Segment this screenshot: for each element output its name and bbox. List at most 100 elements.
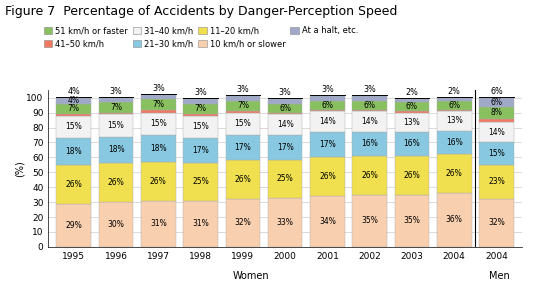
Bar — [183, 99, 218, 104]
Bar — [225, 199, 260, 247]
Bar — [225, 101, 260, 111]
Bar — [141, 162, 175, 200]
Text: 16%: 16% — [446, 138, 463, 147]
Text: 14%: 14% — [362, 117, 378, 126]
Text: 26%: 26% — [404, 171, 420, 180]
Text: Figure 7  Percentage of Accidents by Danger-Perception Speed: Figure 7 Percentage of Accidents by Dang… — [5, 5, 398, 17]
Bar — [437, 98, 471, 101]
Text: Men: Men — [489, 271, 509, 281]
Bar — [268, 135, 302, 160]
Bar — [225, 111, 260, 113]
Text: 14%: 14% — [319, 117, 336, 126]
Text: 6%: 6% — [448, 101, 460, 110]
Bar — [310, 110, 345, 111]
Text: 34%: 34% — [319, 217, 336, 226]
Text: 6%: 6% — [490, 87, 503, 96]
Bar — [310, 157, 345, 196]
Bar — [437, 110, 471, 111]
Text: 32%: 32% — [488, 219, 505, 228]
Bar — [183, 138, 218, 163]
Text: 17%: 17% — [235, 143, 251, 152]
Bar — [141, 135, 175, 162]
Bar — [141, 113, 175, 135]
Bar — [310, 111, 345, 132]
Text: 17%: 17% — [277, 143, 294, 152]
Bar — [437, 193, 471, 247]
Bar — [99, 114, 133, 137]
Bar — [437, 111, 471, 131]
Bar — [479, 98, 514, 107]
Bar — [394, 99, 429, 102]
Text: 3%: 3% — [110, 87, 123, 96]
Bar — [394, 102, 429, 111]
Bar — [352, 111, 387, 132]
Bar — [56, 114, 91, 116]
Text: 7%: 7% — [237, 101, 249, 110]
Bar — [183, 200, 218, 247]
Text: 15%: 15% — [235, 119, 251, 128]
Bar — [56, 203, 91, 247]
Text: 13%: 13% — [446, 116, 463, 125]
Text: 8%: 8% — [491, 108, 502, 117]
Text: 36%: 36% — [446, 216, 463, 225]
Bar — [141, 99, 175, 110]
Text: 4%: 4% — [68, 96, 80, 105]
Text: 6%: 6% — [364, 101, 376, 110]
Text: 26%: 26% — [319, 172, 336, 181]
Bar — [479, 142, 514, 165]
Bar — [479, 119, 514, 122]
Bar — [437, 131, 471, 154]
Bar — [99, 202, 133, 247]
Text: 35%: 35% — [404, 216, 420, 225]
Text: 16%: 16% — [362, 139, 378, 148]
Text: 3%: 3% — [321, 85, 334, 95]
Text: 15%: 15% — [192, 122, 209, 131]
Bar — [183, 163, 218, 200]
Text: 35%: 35% — [361, 216, 378, 225]
Bar — [99, 137, 133, 163]
Text: 2%: 2% — [406, 88, 419, 98]
Bar — [479, 199, 514, 247]
Bar — [225, 160, 260, 199]
Text: 18%: 18% — [66, 147, 82, 156]
Text: 18%: 18% — [150, 144, 167, 153]
Bar — [183, 114, 218, 116]
Text: 26%: 26% — [150, 177, 167, 186]
Bar — [99, 163, 133, 202]
Bar — [99, 102, 133, 113]
Text: 6%: 6% — [321, 101, 334, 110]
Bar — [394, 113, 429, 132]
Text: 3%: 3% — [363, 85, 376, 95]
Text: 33%: 33% — [277, 218, 294, 227]
Text: 2%: 2% — [448, 87, 461, 96]
Legend: 51 km/h or faster, 41–50 km/h, 31–40 km/h, 21–30 km/h, 11–20 km/h, 10 km/h or sl: 51 km/h or faster, 41–50 km/h, 31–40 km/… — [43, 26, 359, 49]
Text: 3%: 3% — [237, 85, 249, 95]
Text: 30%: 30% — [108, 220, 124, 229]
Bar — [268, 198, 302, 247]
Bar — [225, 113, 260, 135]
Bar — [352, 101, 387, 110]
Bar — [310, 196, 345, 247]
Text: 25%: 25% — [192, 178, 209, 187]
Text: 7%: 7% — [68, 104, 80, 113]
Text: 17%: 17% — [319, 140, 336, 149]
Bar — [268, 160, 302, 198]
Bar — [268, 113, 302, 114]
Bar — [310, 132, 345, 157]
Text: 26%: 26% — [108, 178, 124, 187]
Bar — [352, 110, 387, 111]
Bar — [268, 114, 302, 135]
Bar — [394, 111, 429, 113]
Bar — [225, 96, 260, 101]
Bar — [56, 98, 91, 104]
Text: 31%: 31% — [150, 219, 167, 228]
Text: 13%: 13% — [404, 118, 420, 127]
Bar — [310, 96, 345, 101]
Text: 14%: 14% — [277, 120, 294, 129]
Text: 7%: 7% — [110, 103, 122, 112]
Bar — [352, 132, 387, 156]
Bar — [479, 165, 514, 199]
Bar — [99, 113, 133, 114]
Bar — [56, 138, 91, 165]
Bar — [479, 122, 514, 142]
